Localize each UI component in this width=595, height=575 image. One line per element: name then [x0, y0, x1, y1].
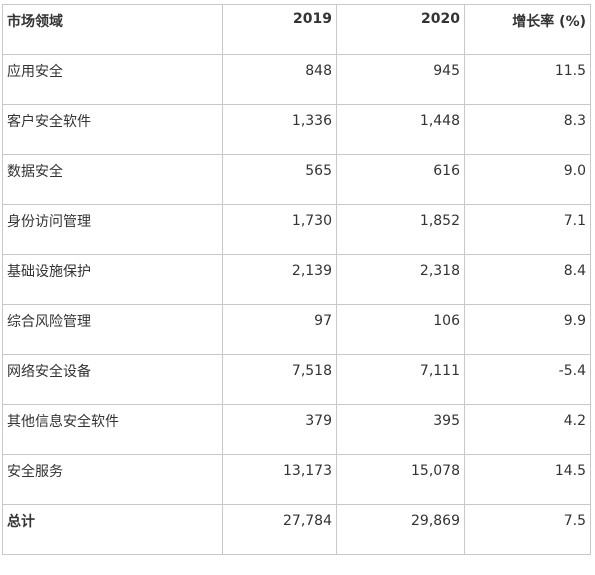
- row-growth-rate: -5.4: [464, 354, 591, 405]
- row-market-field: 综合风险管理: [2, 304, 223, 355]
- row-value-2020: 1,448: [336, 104, 465, 155]
- row-value-2019: 848: [222, 54, 337, 105]
- row-value-2019: 2,139: [222, 254, 337, 305]
- row-market-field: 客户安全软件: [2, 104, 223, 155]
- table-row: 综合风险管理 97 106 9.9: [2, 304, 591, 355]
- market-data-table: 市场领域 2019 2020 增长率 (%) 应用安全 848 945 11.5…: [2, 4, 591, 555]
- row-value-2019: 565: [222, 154, 337, 205]
- row-growth-rate: 9.9: [464, 304, 591, 355]
- header-2020: 2020: [336, 4, 465, 55]
- row-value-2020: 15,078: [336, 454, 465, 505]
- row-market-field: 网络安全设备: [2, 354, 223, 405]
- row-value-2019: 13,173: [222, 454, 337, 505]
- header-row: 市场领域 2019 2020 增长率 (%): [2, 4, 591, 55]
- table-row: 身份访问管理 1,730 1,852 7.1: [2, 204, 591, 255]
- table-row: 安全服务 13,173 15,078 14.5: [2, 454, 591, 505]
- row-market-field: 基础设施保护: [2, 254, 223, 305]
- row-value-2020: 616: [336, 154, 465, 205]
- row-value-2019: 379: [222, 404, 337, 455]
- row-growth-rate: 4.2: [464, 404, 591, 455]
- header-growth-rate: 增长率 (%): [464, 4, 591, 55]
- table-row: 客户安全软件 1,336 1,448 8.3: [2, 104, 591, 155]
- row-market-field: 应用安全: [2, 54, 223, 105]
- row-value-2019: 1,336: [222, 104, 337, 155]
- row-growth-rate: 14.5: [464, 454, 591, 505]
- row-growth-rate: 7.1: [464, 204, 591, 255]
- row-value-2020: 1,852: [336, 204, 465, 255]
- table-row: 其他信息安全软件 379 395 4.2: [2, 404, 591, 455]
- row-market-field: 身份访问管理: [2, 204, 223, 255]
- row-value-2020: 7,111: [336, 354, 465, 405]
- total-row: 总计 27,784 29,869 7.5: [2, 504, 591, 555]
- row-value-2020: 945: [336, 54, 465, 105]
- header-2019: 2019: [222, 4, 337, 55]
- row-value-2020: 395: [336, 404, 465, 455]
- table-row: 应用安全 848 945 11.5: [2, 54, 591, 105]
- row-value-2020: 106: [336, 304, 465, 355]
- row-value-2019: 7,518: [222, 354, 337, 405]
- total-value-2020: 29,869: [336, 504, 465, 555]
- row-growth-rate: 9.0: [464, 154, 591, 205]
- row-market-field: 数据安全: [2, 154, 223, 205]
- row-market-field: 其他信息安全软件: [2, 404, 223, 455]
- row-market-field: 安全服务: [2, 454, 223, 505]
- row-value-2019: 97: [222, 304, 337, 355]
- row-growth-rate: 11.5: [464, 54, 591, 105]
- row-growth-rate: 8.4: [464, 254, 591, 305]
- row-value-2020: 2,318: [336, 254, 465, 305]
- table-row: 数据安全 565 616 9.0: [2, 154, 591, 205]
- total-label: 总计: [2, 504, 223, 555]
- row-growth-rate: 8.3: [464, 104, 591, 155]
- table-row: 基础设施保护 2,139 2,318 8.4: [2, 254, 591, 305]
- total-value-2019: 27,784: [222, 504, 337, 555]
- table-row: 网络安全设备 7,518 7,111 -5.4: [2, 354, 591, 405]
- row-value-2019: 1,730: [222, 204, 337, 255]
- header-market-field: 市场领域: [2, 4, 223, 55]
- total-growth-rate: 7.5: [464, 504, 591, 555]
